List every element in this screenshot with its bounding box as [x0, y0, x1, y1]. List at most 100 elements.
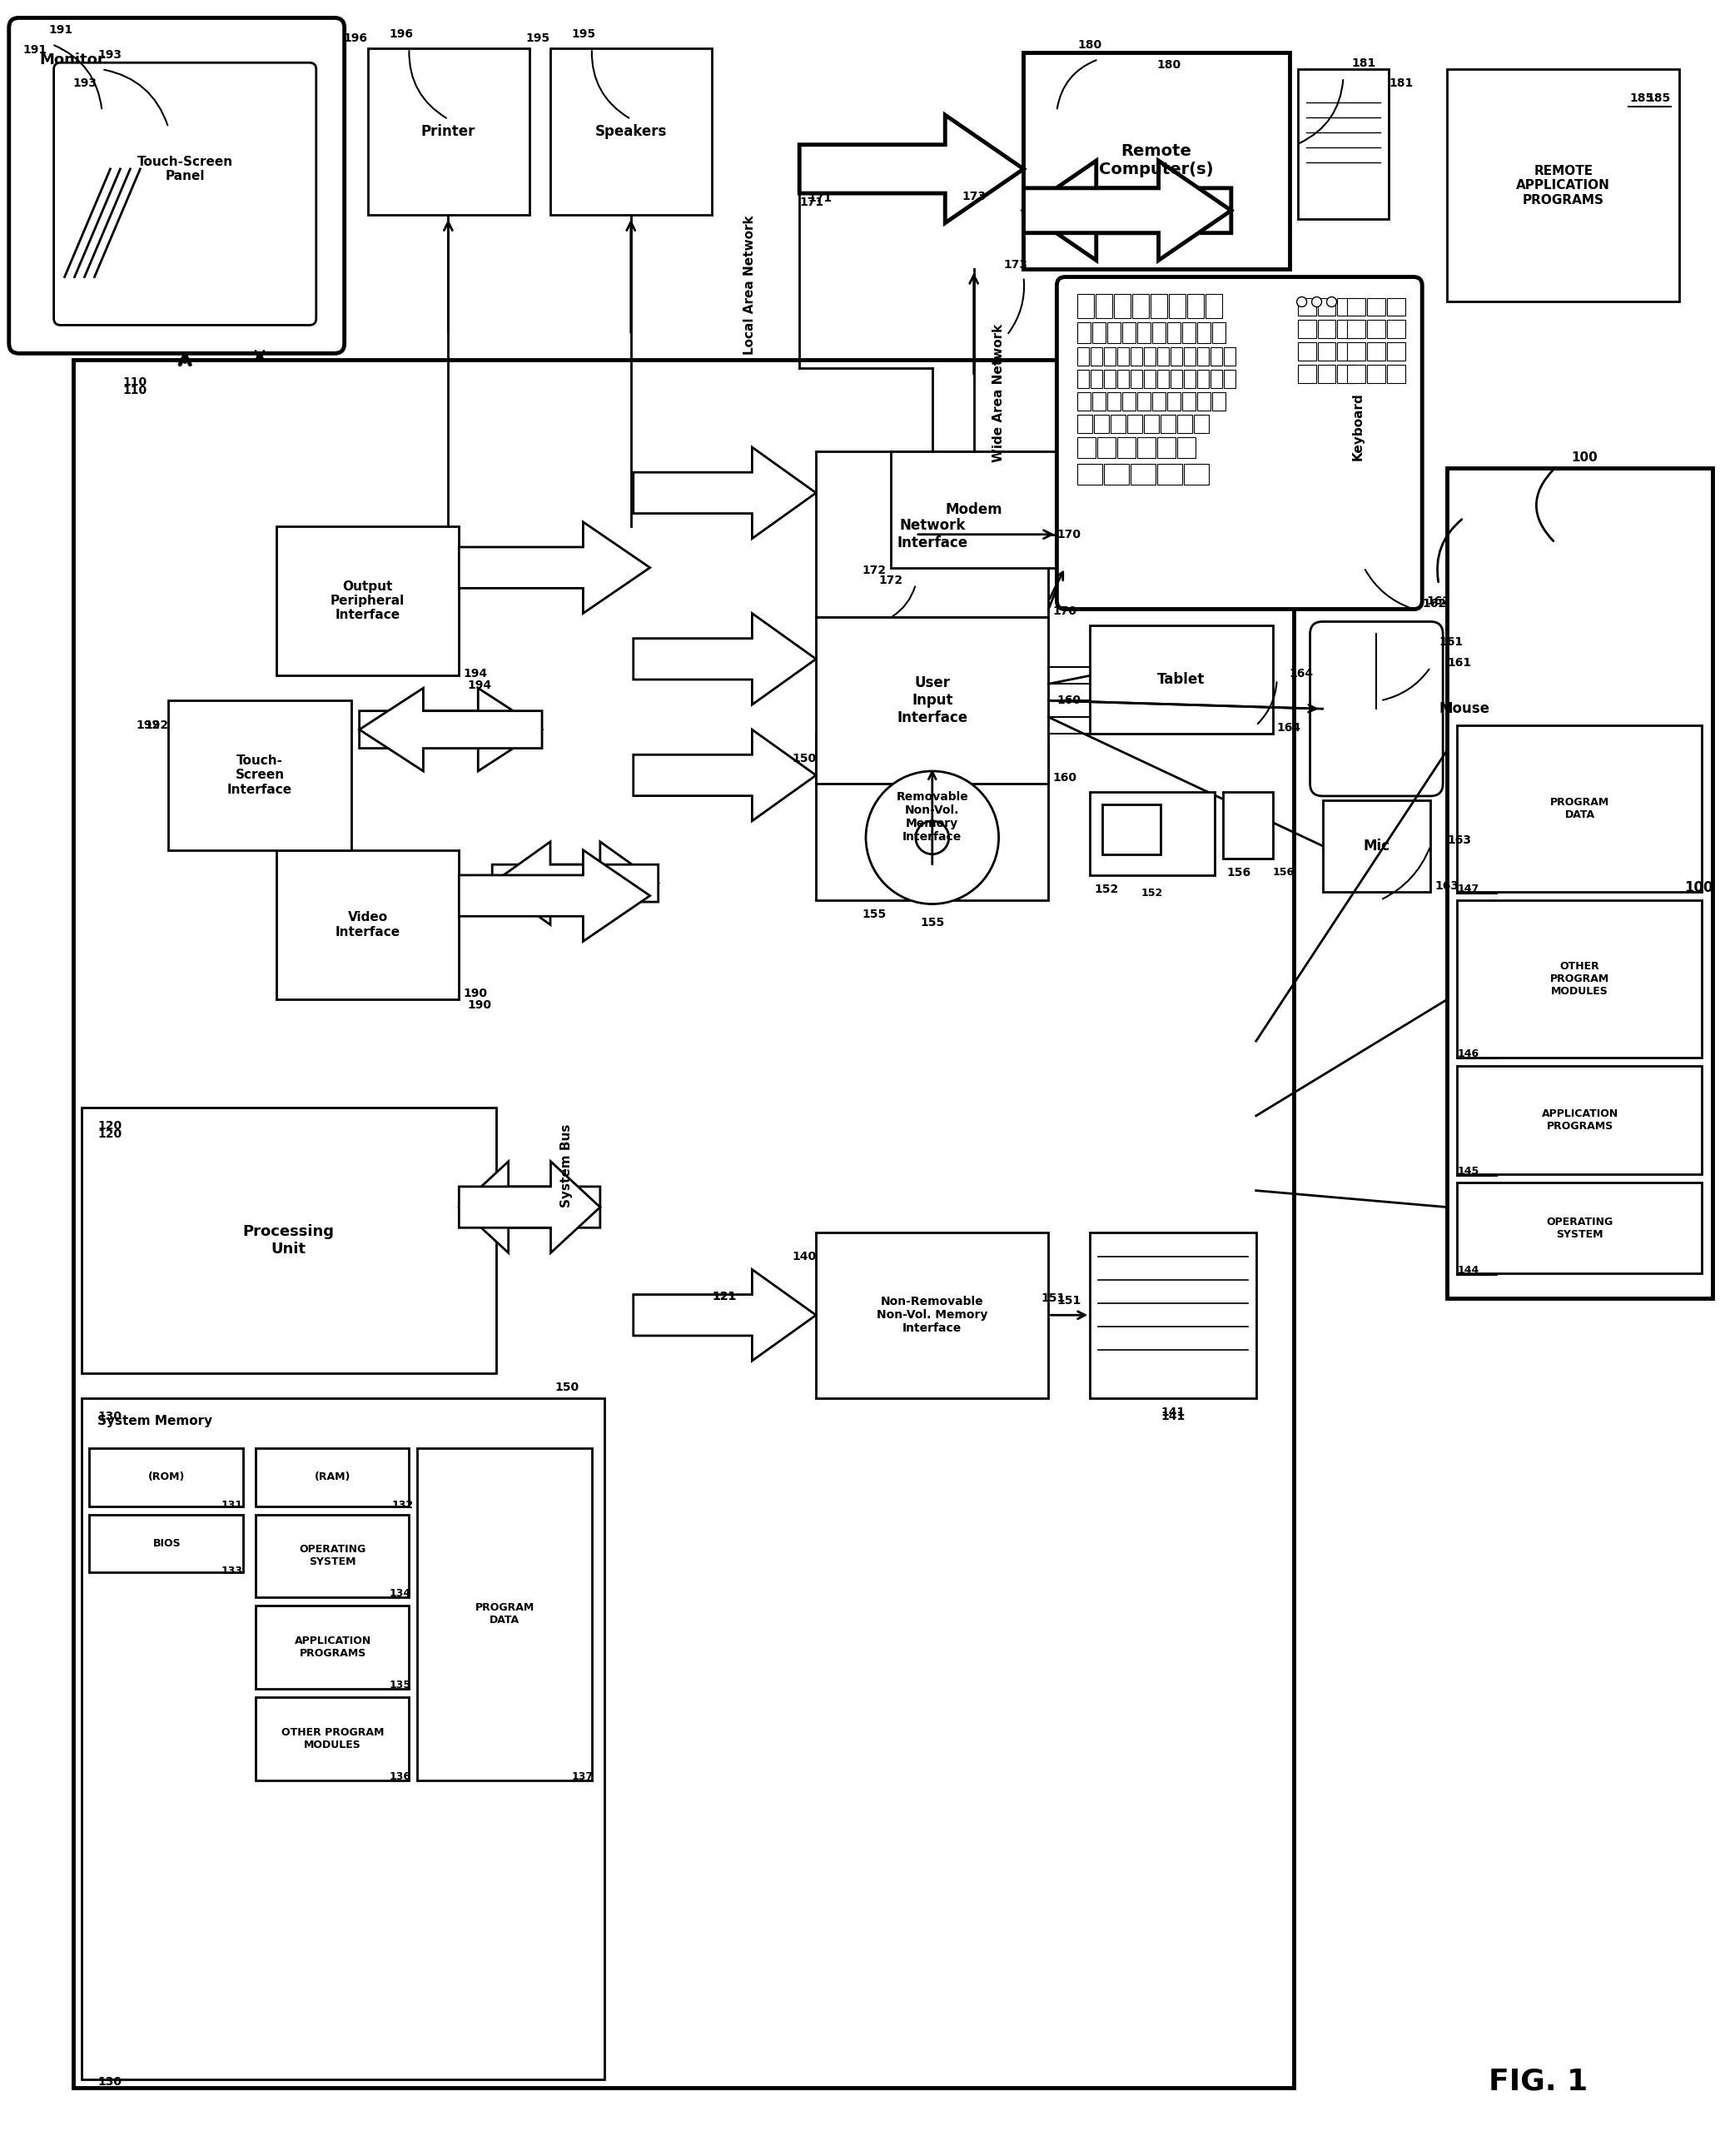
Text: Wide Area Network: Wide Area Network: [992, 323, 1005, 461]
Bar: [1131, 371, 1142, 388]
Text: 152: 152: [1095, 884, 1119, 895]
Text: 131: 131: [222, 1498, 243, 1511]
Circle shape: [1327, 298, 1336, 306]
Text: BIOS: BIOS: [153, 1537, 180, 1548]
Text: 191: 191: [23, 45, 47, 56]
Text: Printer: Printer: [422, 125, 475, 140]
Bar: [1182, 323, 1195, 343]
Bar: [1077, 464, 1102, 485]
FancyArrowPatch shape: [1437, 520, 1463, 582]
Text: 164: 164: [1277, 722, 1301, 733]
Text: Speakers: Speakers: [595, 125, 666, 140]
Bar: [1223, 371, 1235, 388]
Bar: [1457, 899, 1702, 1059]
FancyBboxPatch shape: [54, 63, 316, 326]
Text: 193: 193: [73, 78, 97, 88]
Text: 141: 141: [1161, 1406, 1185, 1419]
Text: FIG. 1: FIG. 1: [1489, 2068, 1588, 2096]
Bar: [1171, 347, 1182, 367]
Text: Removable
Non-Vol.
Memory
Interface: Removable Non-Vol. Memory Interface: [897, 791, 968, 843]
Bar: [1457, 724, 1702, 893]
Bar: [1077, 293, 1095, 319]
Text: 194: 194: [463, 668, 488, 679]
Text: 120: 120: [97, 1128, 121, 1141]
Text: Modem: Modem: [946, 502, 1003, 517]
Text: 155: 155: [920, 916, 944, 927]
Bar: [1143, 414, 1159, 433]
Text: Network
Interface: Network Interface: [897, 517, 968, 550]
Bar: [1197, 392, 1211, 410]
Bar: [1447, 69, 1679, 302]
Bar: [418, 1449, 592, 1781]
Bar: [1077, 414, 1093, 433]
Text: 171: 171: [809, 192, 833, 205]
Bar: [1117, 438, 1136, 457]
Bar: [1110, 414, 1126, 433]
Circle shape: [1312, 298, 1322, 306]
Text: 100: 100: [1572, 451, 1598, 464]
Circle shape: [916, 821, 949, 854]
Text: PROGRAM
DATA: PROGRAM DATA: [1551, 798, 1610, 819]
Text: 130: 130: [97, 1410, 121, 1423]
Text: 161: 161: [1447, 658, 1471, 668]
Bar: [1183, 464, 1209, 485]
Bar: [1103, 371, 1116, 388]
Text: (ROM): (ROM): [147, 1473, 186, 1483]
Bar: [1348, 343, 1365, 360]
Text: 180: 180: [1077, 39, 1102, 52]
Text: Remote
Computer(s): Remote Computer(s): [1100, 144, 1214, 177]
Bar: [90, 1449, 243, 1507]
Text: 173: 173: [963, 190, 985, 203]
Text: 146: 146: [1457, 1048, 1478, 1059]
Text: 135: 135: [389, 1680, 411, 1690]
Bar: [1143, 371, 1156, 388]
Bar: [1348, 364, 1365, 384]
Text: Mouse: Mouse: [1438, 701, 1490, 716]
Bar: [1187, 293, 1204, 319]
Text: 110: 110: [123, 377, 147, 388]
Bar: [815, 1231, 1048, 1399]
Bar: [255, 1449, 409, 1507]
Polygon shape: [493, 841, 658, 925]
Text: 144: 144: [1457, 1266, 1478, 1276]
Text: 191: 191: [49, 24, 73, 37]
Bar: [1183, 371, 1195, 388]
Text: 152: 152: [1142, 888, 1162, 899]
Bar: [1457, 1181, 1702, 1274]
Polygon shape: [633, 446, 815, 539]
Bar: [1090, 1231, 1256, 1399]
Bar: [1077, 371, 1090, 388]
Text: Keyboard: Keyboard: [1352, 392, 1364, 461]
Polygon shape: [1024, 162, 1232, 261]
Bar: [1102, 804, 1161, 854]
Bar: [1298, 343, 1315, 360]
Bar: [1197, 323, 1211, 343]
Text: 145: 145: [1457, 1166, 1478, 1177]
Bar: [1367, 364, 1386, 384]
Text: 100: 100: [1685, 880, 1712, 895]
Bar: [1317, 319, 1336, 338]
Bar: [255, 1606, 409, 1688]
Bar: [815, 617, 1048, 783]
Text: 196: 196: [389, 28, 413, 41]
Bar: [1131, 464, 1156, 485]
Text: System Bus: System Bus: [560, 1123, 573, 1207]
Bar: [1143, 347, 1156, 367]
Bar: [1338, 319, 1355, 338]
Bar: [1178, 414, 1192, 433]
Text: 136: 136: [389, 1770, 411, 1781]
Bar: [368, 50, 529, 216]
Text: 162: 162: [1426, 595, 1450, 606]
Bar: [1114, 293, 1131, 319]
Bar: [1117, 347, 1129, 367]
FancyBboxPatch shape: [1310, 621, 1444, 796]
Bar: [168, 701, 350, 849]
Bar: [1024, 52, 1289, 270]
Bar: [1388, 364, 1405, 384]
Bar: [1095, 414, 1109, 433]
Bar: [1091, 371, 1102, 388]
Text: 120: 120: [97, 1119, 121, 1132]
Text: APPLICATION
PROGRAMS: APPLICATION PROGRAMS: [1541, 1108, 1619, 1132]
Bar: [815, 451, 1048, 617]
Text: 151: 151: [1041, 1294, 1065, 1304]
